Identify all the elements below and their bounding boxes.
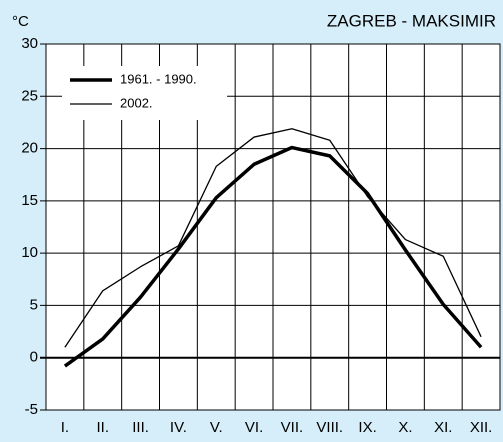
y-tick-label: 10 <box>21 244 38 261</box>
y-tick-label: 0 <box>30 349 38 366</box>
legend-label: 2002. <box>120 95 153 110</box>
x-tick-label: X. <box>398 419 412 436</box>
y-tick-label: 30 <box>21 35 38 52</box>
x-tick-label: II. <box>96 419 109 436</box>
x-tick-label: XI. <box>434 419 452 436</box>
data-line <box>63 145 483 368</box>
y-tick-label: 25 <box>21 87 38 104</box>
legend-label: 1961. - 1990. <box>120 71 197 86</box>
x-tick-label: IV. <box>170 419 187 436</box>
y-tick-label: -5 <box>25 401 38 418</box>
x-tick-label: V. <box>210 419 223 436</box>
x-tick-label: VI. <box>245 419 263 436</box>
y-axis-label: °C <box>12 13 29 30</box>
data-line <box>64 128 482 348</box>
x-tick-label: I. <box>61 419 69 436</box>
y-tick-label: 20 <box>21 140 38 157</box>
x-tick-label: III. <box>132 419 149 436</box>
x-tick-label: IX. <box>358 419 376 436</box>
x-tick-label: VIII. <box>316 419 343 436</box>
x-tick-label: VII. <box>281 419 304 436</box>
y-tick-label: 5 <box>30 296 38 313</box>
x-tick-label: XII. <box>470 419 493 436</box>
legend-box <box>62 66 227 120</box>
y-tick-label: 15 <box>21 192 38 209</box>
chart-title: ZAGREB - MAKSIMIR <box>327 11 496 30</box>
